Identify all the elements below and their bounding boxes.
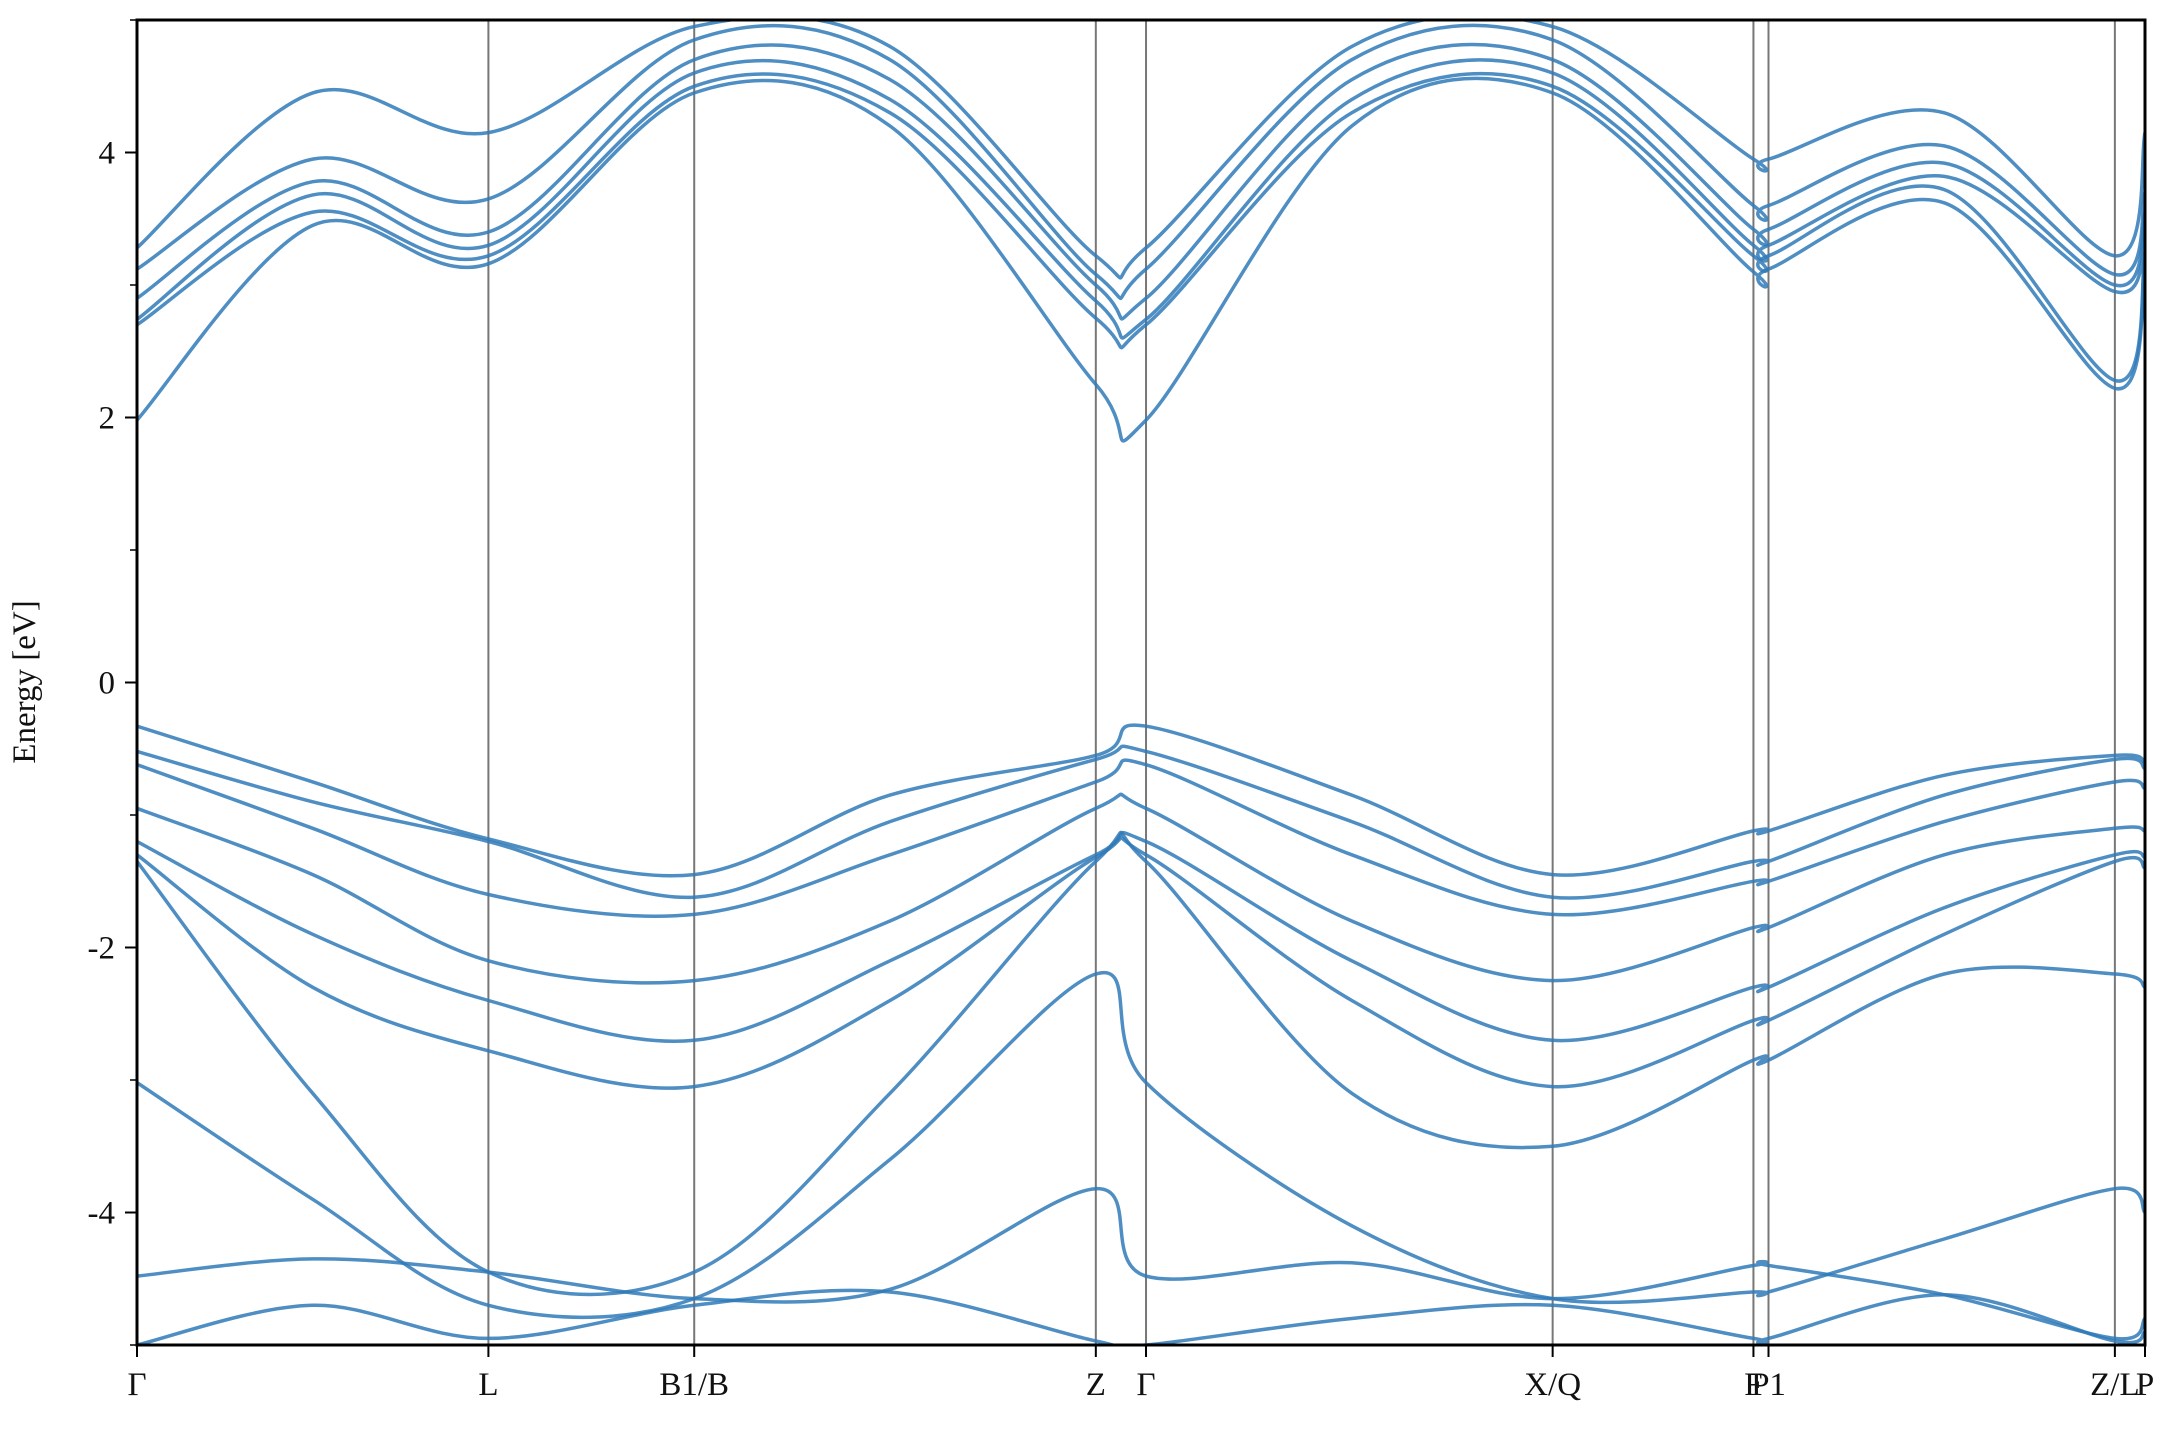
x-tick-label-3: Z [1086, 1367, 1106, 1403]
y-axis-label: Energy [eV] [7, 600, 43, 763]
band-13 [137, 970, 2145, 1320]
y-tick-label-2: 0 [99, 666, 116, 702]
band-6 [137, 723, 2145, 878]
band-2 [137, 58, 2145, 340]
x-tick-label-0: Γ [127, 1367, 146, 1403]
y-tick-label-0: -4 [88, 1196, 116, 1232]
x-tick-label-5: X/Q [1524, 1367, 1581, 1403]
band-9 [137, 792, 2145, 985]
band-lines [137, 20, 2145, 1345]
y-tick-label-1: -2 [88, 931, 116, 967]
y-tick-label-3: 2 [99, 401, 116, 437]
x-axis-ticks: Γ L B1/B Z Γ X/Q FP1 Z/LP [127, 1345, 2154, 1403]
band-4 [137, 23, 2145, 301]
x-tick-label-8: Z/L [2090, 1367, 2139, 1403]
band-14 [137, 1186, 2145, 1341]
band-8 [137, 758, 2145, 918]
band-0 [137, 76, 2145, 443]
x-tick-label-6: F [1744, 1367, 1762, 1403]
band-12 [137, 830, 2145, 1297]
x-tick-label-2: B1/B [659, 1367, 729, 1403]
band-3 [137, 42, 2145, 321]
x-tick-label-1: L [478, 1367, 498, 1403]
x-tick-label-4: Γ [1136, 1367, 1155, 1403]
plot-frame [135, 18, 2147, 1347]
band-11 [137, 836, 2145, 1090]
y-axis-ticks: -4 -2 0 2 4 [88, 19, 137, 1346]
band-15 [137, 1288, 2145, 1345]
x-tick-label-7: P1 [1751, 1367, 1786, 1403]
high-symmetry-lines [487, 20, 2116, 1345]
band-10 [137, 830, 2145, 1043]
y-tick-label-4: 4 [99, 136, 116, 172]
x-tick-label-9: P [2136, 1367, 2154, 1403]
band-1 [137, 71, 2145, 383]
band-5 [137, 20, 2145, 280]
band-7 [137, 744, 2145, 900]
